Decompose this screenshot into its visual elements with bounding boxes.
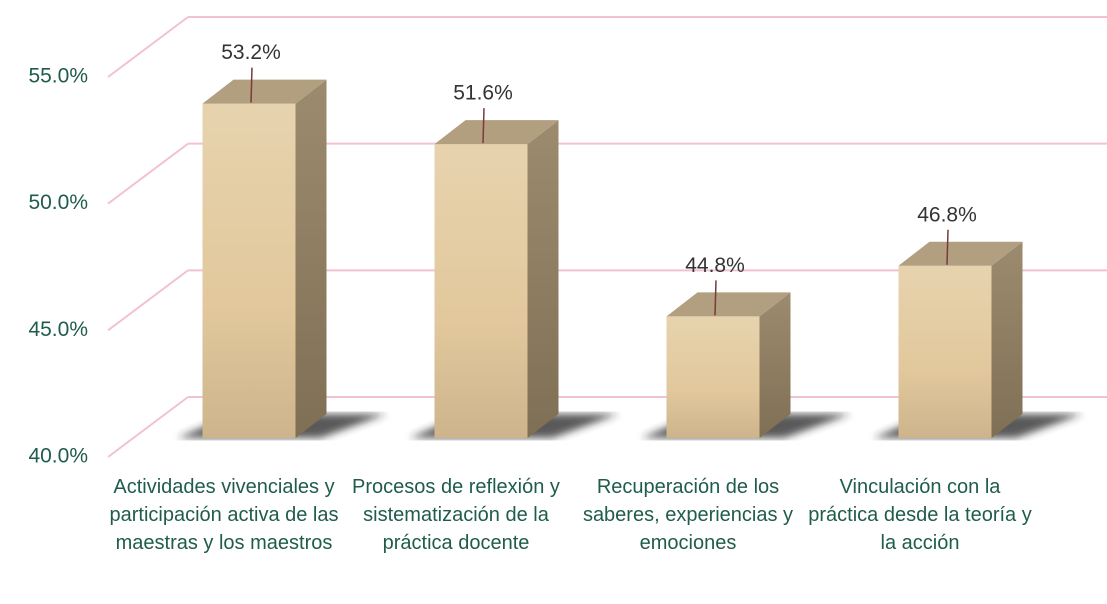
y-tick-label: 55.0% bbox=[28, 65, 88, 88]
bar-top bbox=[434, 120, 559, 145]
grid-line bbox=[107, 142, 189, 205]
leader-line bbox=[946, 229, 949, 265]
grid-line bbox=[107, 396, 189, 458]
x-tick-label: Recuperación de los saberes, experiencia… bbox=[582, 476, 794, 554]
x-tick-label: Actividades vivenciales y participación … bbox=[109, 476, 339, 554]
value-label: 53.2% bbox=[221, 41, 281, 64]
x-tick-label: Procesos de reflexión y sistematización … bbox=[352, 476, 560, 554]
grid-line bbox=[107, 16, 189, 78]
bar-top bbox=[202, 79, 327, 104]
y-tick-label: 50.0% bbox=[28, 191, 88, 214]
leader-line bbox=[482, 108, 485, 144]
bar-top bbox=[666, 292, 791, 317]
bar-side bbox=[527, 120, 559, 438]
bar-side bbox=[295, 79, 327, 438]
leader-line bbox=[714, 280, 717, 316]
value-label: 44.8% bbox=[685, 254, 745, 277]
bar bbox=[434, 144, 528, 438]
bar-side bbox=[991, 241, 1023, 438]
bar bbox=[666, 316, 760, 438]
grid-line bbox=[107, 269, 189, 332]
bar bbox=[202, 103, 296, 438]
bar-side bbox=[759, 292, 791, 438]
value-label: 51.6% bbox=[453, 82, 513, 105]
y-tick-label: 45.0% bbox=[28, 318, 88, 341]
y-tick-label: 40.0% bbox=[28, 445, 88, 468]
bar bbox=[898, 265, 992, 438]
x-tick-label: Vinculación con la práctica desde la teo… bbox=[808, 476, 1032, 554]
leader-line bbox=[250, 67, 253, 103]
bar-top bbox=[898, 241, 1023, 266]
value-label: 46.8% bbox=[917, 203, 977, 226]
